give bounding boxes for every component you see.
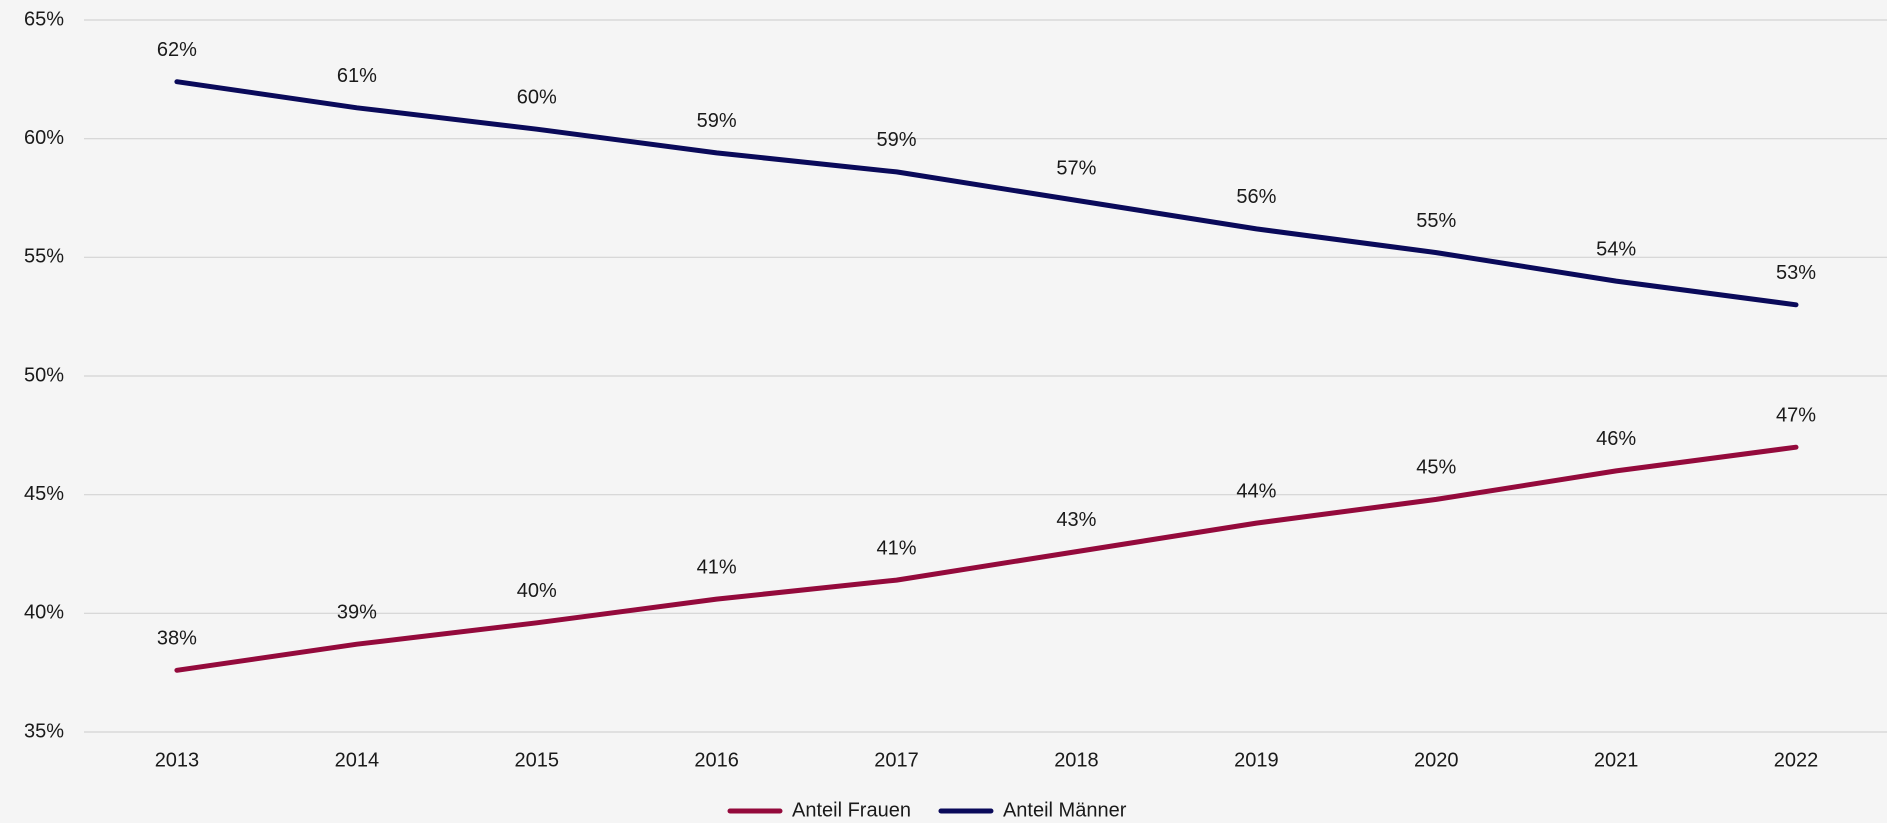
legend-label: Anteil Frauen bbox=[792, 799, 911, 821]
data-label: 41% bbox=[877, 537, 917, 559]
data-label: 40% bbox=[517, 580, 557, 602]
data-label: 43% bbox=[1056, 509, 1096, 531]
x-tick-label: 2019 bbox=[1234, 749, 1279, 771]
data-label: 41% bbox=[697, 556, 737, 578]
legend-label: Anteil Männer bbox=[1003, 799, 1127, 821]
data-label: 56% bbox=[1236, 186, 1276, 208]
data-label: 60% bbox=[517, 86, 557, 108]
data-label: 57% bbox=[1056, 158, 1096, 180]
y-tick-label: 35% bbox=[24, 720, 64, 742]
data-label: 38% bbox=[157, 628, 197, 650]
data-label: 46% bbox=[1596, 428, 1636, 450]
data-label: 53% bbox=[1776, 262, 1816, 284]
data-label: 59% bbox=[697, 110, 737, 132]
y-tick-label: 55% bbox=[24, 246, 64, 268]
data-label: 47% bbox=[1776, 404, 1816, 426]
y-tick-label: 50% bbox=[24, 364, 64, 386]
x-tick-label: 2021 bbox=[1594, 749, 1639, 771]
x-tick-label: 2018 bbox=[1054, 749, 1099, 771]
y-tick-label: 45% bbox=[24, 483, 64, 505]
data-label: 61% bbox=[337, 65, 377, 87]
x-tick-label: 2015 bbox=[515, 749, 560, 771]
y-tick-label: 65% bbox=[24, 8, 64, 30]
x-tick-label: 2017 bbox=[874, 749, 919, 771]
data-label: 39% bbox=[337, 601, 377, 623]
x-tick-label: 2016 bbox=[694, 749, 739, 771]
line bbox=[174, 79, 1799, 308]
y-tick-label: 60% bbox=[24, 127, 64, 149]
data-label: 62% bbox=[157, 39, 197, 61]
data-label: 44% bbox=[1236, 480, 1276, 502]
data-label: 45% bbox=[1416, 457, 1456, 479]
line bbox=[174, 444, 1799, 673]
data-label: 59% bbox=[877, 129, 917, 151]
x-tick-label: 2013 bbox=[155, 749, 200, 771]
data-label: 54% bbox=[1596, 238, 1636, 260]
x-tick-label: 2020 bbox=[1414, 749, 1459, 771]
x-tick-label: 2022 bbox=[1774, 749, 1819, 771]
x-tick-label: 2014 bbox=[335, 749, 380, 771]
y-tick-label: 40% bbox=[24, 602, 64, 624]
data-label: 55% bbox=[1416, 210, 1456, 232]
